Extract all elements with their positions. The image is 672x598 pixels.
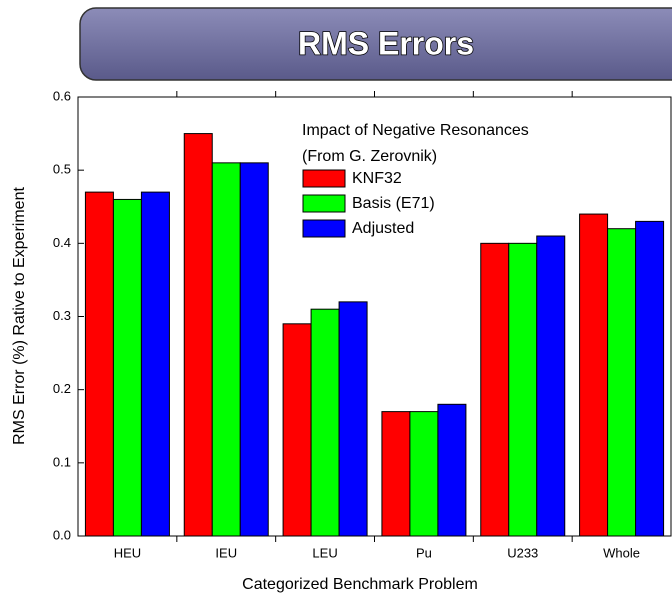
bar (211, 162, 241, 537)
bar (310, 308, 340, 537)
bar (381, 411, 411, 537)
bar (140, 191, 170, 537)
x-tick-label: Pu (416, 545, 432, 560)
bar (480, 242, 510, 537)
chart-title: RMS Errors (298, 25, 474, 61)
legend-label: Basis (E71) (352, 195, 435, 212)
legend-swatch (302, 219, 346, 238)
bar (607, 228, 637, 537)
bar (579, 213, 609, 537)
x-tick-label: IEU (215, 545, 237, 560)
x-tick-label: HEU (114, 545, 141, 560)
title-box (79, 7, 672, 81)
y-tick-label: 0.4 (53, 235, 71, 250)
bar (183, 133, 213, 537)
y-tick-label: 0.1 (53, 454, 71, 469)
y-tick-label: 0.0 (53, 527, 71, 542)
bar (437, 403, 467, 537)
x-tick-label: Whole (603, 545, 640, 560)
bar (239, 162, 269, 537)
x-tick-label: U233 (507, 545, 538, 560)
legend-swatch (302, 169, 346, 188)
x-tick-label: LEU (312, 545, 337, 560)
bar (338, 301, 368, 537)
bar (282, 323, 312, 537)
y-tick-label: 0.2 (53, 381, 71, 396)
bar (508, 242, 538, 537)
legend-title: Impact of Negative Resonances (302, 122, 529, 139)
bar (112, 198, 142, 537)
legend-label: Adjusted (352, 220, 414, 237)
y-tick-label: 0.5 (53, 162, 71, 177)
y-tick-label: 0.6 (53, 88, 71, 103)
legend-title: (From G. Zerovnik) (302, 148, 437, 165)
bar (409, 411, 439, 537)
bar (536, 235, 566, 537)
y-tick-label: 0.3 (53, 308, 71, 323)
bar (635, 220, 665, 537)
y-axis-label: RMS Error (%) Rative to Experiment (11, 187, 28, 445)
bar (84, 191, 114, 537)
legend-swatch (302, 194, 346, 213)
legend-label: KNF32 (352, 170, 402, 187)
x-axis-label: Categorized Benchmark Problem (242, 576, 478, 593)
